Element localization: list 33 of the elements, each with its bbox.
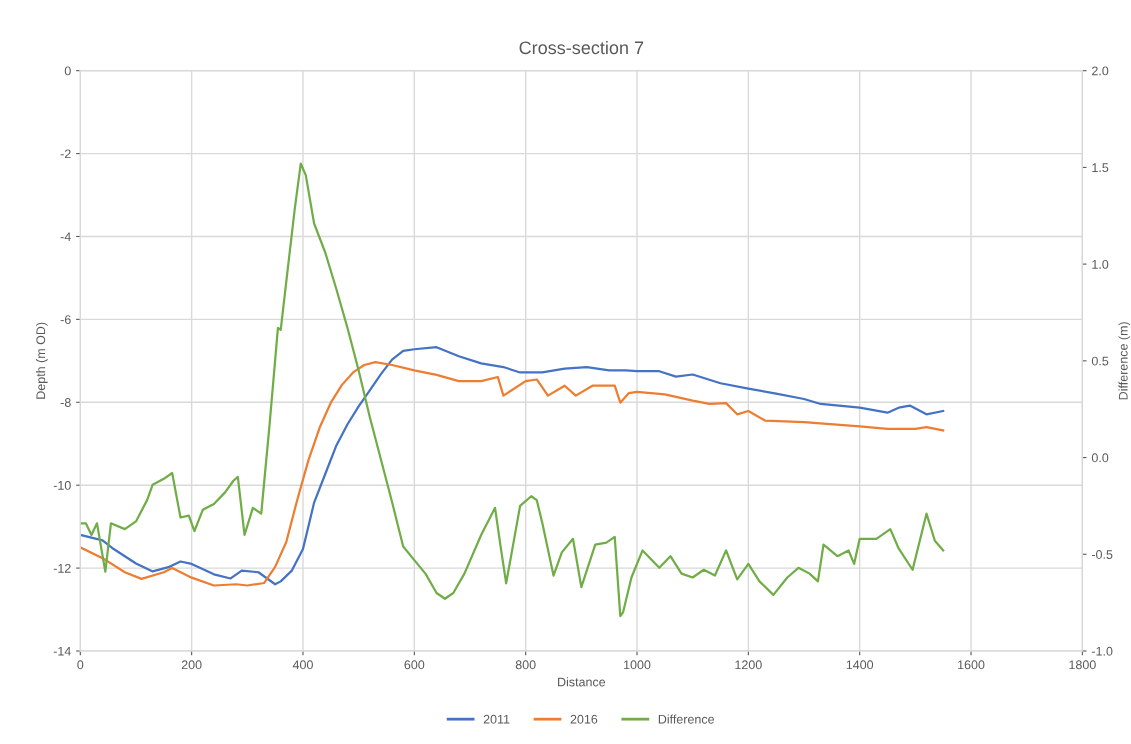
x-tick-label: 400 bbox=[292, 660, 313, 670]
y2-tick-label: 1.5 bbox=[1092, 163, 1109, 173]
line-series bbox=[80, 162, 945, 618]
y2-tick-label: -1.0 bbox=[1091, 646, 1113, 656]
y-tick-label: -4 bbox=[60, 232, 71, 242]
y-tick-label: -14 bbox=[53, 646, 71, 656]
y2-tick-label: 0.5 bbox=[1091, 356, 1109, 366]
y2-tick-label: 2.0 bbox=[1092, 66, 1109, 76]
legend-label: 2011 bbox=[483, 714, 510, 724]
y2-tick-label: 1.0 bbox=[1092, 259, 1109, 269]
y-tick-label: -12 bbox=[53, 563, 71, 573]
x-tick-label: 200 bbox=[181, 660, 202, 670]
y-tick-label: -2 bbox=[60, 149, 71, 159]
y2-tick-label: -0.5 bbox=[1091, 550, 1113, 559]
y-tick-label: -8 bbox=[60, 398, 71, 407]
x-tick-label: 800 bbox=[515, 660, 536, 670]
x-tick-label: 1600 bbox=[958, 660, 985, 670]
x-tick-label: 0 bbox=[77, 660, 84, 670]
chart-title: Cross-section 7 bbox=[519, 40, 644, 55]
x-tick-label: 1000 bbox=[624, 660, 651, 670]
y2-axis-title: Difference (m) bbox=[1118, 322, 1131, 400]
y-tick-label: -10 bbox=[53, 481, 71, 490]
legend-label: 2016 bbox=[570, 714, 598, 724]
y-tick-label: 0 bbox=[64, 66, 71, 76]
x-tick-label: 1200 bbox=[735, 660, 762, 670]
x-tick-label: 1800 bbox=[1069, 660, 1096, 670]
legend-label: Difference bbox=[658, 714, 714, 724]
y-tick-label: -6 bbox=[60, 315, 71, 325]
x-axis-title: Distance bbox=[558, 677, 606, 687]
y-axis-title: Depth (m OD) bbox=[36, 322, 48, 399]
x-tick-label: 1400 bbox=[846, 660, 874, 670]
y2-tick-label: 0.0 bbox=[1091, 453, 1109, 463]
x-tick-label: 600 bbox=[404, 660, 425, 670]
